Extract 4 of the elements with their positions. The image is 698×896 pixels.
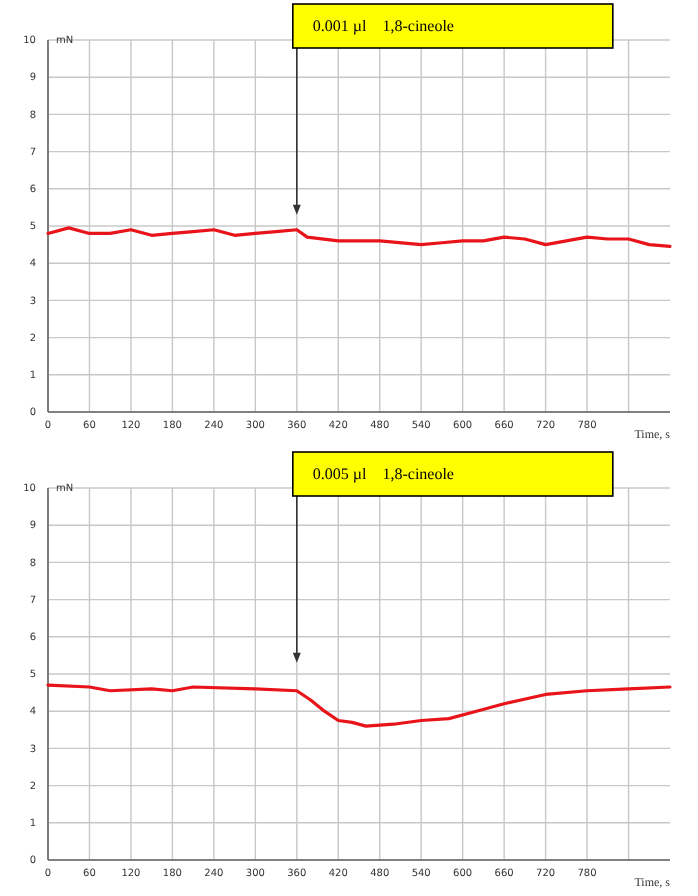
line-series bbox=[46, 683, 672, 728]
text: 0.001 µl 1,8-cineole bbox=[312, 17, 455, 36]
text: 0.005 µl 1,8-cineole bbox=[312, 465, 455, 484]
line-series bbox=[46, 226, 672, 249]
